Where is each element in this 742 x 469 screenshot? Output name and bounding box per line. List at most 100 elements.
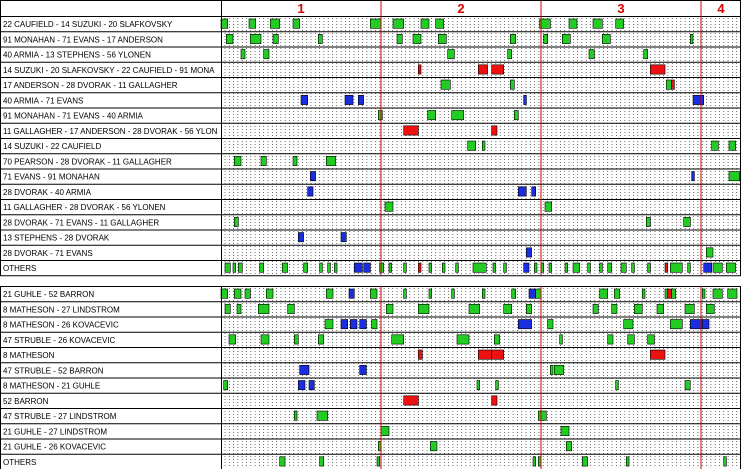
shift-segment-red — [664, 262, 669, 273]
shift-segment-green — [220, 288, 228, 299]
shift-segment-green — [281, 262, 288, 273]
row-label: 21 GUHLE - 26 KOVACEVIC — [3, 443, 106, 452]
shift-segment-red — [491, 395, 498, 406]
shift-segment-green — [476, 380, 481, 391]
shift-segment-green — [333, 262, 338, 273]
period-label-3: 3 — [617, 1, 624, 16]
shift-segment-green — [388, 262, 393, 273]
shift-segment-blue — [357, 95, 364, 105]
shift-segment-green — [560, 425, 570, 436]
shift-segment-green — [669, 262, 683, 273]
shift-segment-green — [224, 303, 231, 314]
shift-segment-green — [568, 18, 578, 29]
period-label-1: 1 — [297, 1, 304, 16]
shift-segment-blue — [703, 262, 713, 273]
shift-segment-blue — [353, 262, 363, 273]
shift-segment-green — [537, 410, 547, 421]
shift-segment-green — [263, 49, 270, 60]
shift-segment-green — [392, 18, 404, 29]
shift-segment-red — [417, 349, 423, 360]
shift-segment-blue — [363, 262, 371, 273]
shift-segment-green — [376, 456, 381, 467]
timeline-row: 47 STRUBLE - 26 KOVACEVIC — [0, 331, 741, 345]
shift-segment-blue — [308, 380, 315, 391]
shift-segment-green — [656, 303, 664, 314]
shift-segment-blue — [344, 95, 354, 105]
timeline-row: 17 ANDERSON - 28 DVORAK - 11 GALLAGHER — [0, 77, 741, 90]
shift-segment-red — [417, 262, 422, 273]
shift-segment-green — [455, 262, 459, 273]
shift-segment-blue — [517, 319, 532, 330]
shift-segment-green — [525, 303, 532, 314]
row-label: 8 MATHESON — [3, 351, 55, 360]
shift-segment-green — [325, 156, 336, 166]
shift-segment-green — [371, 319, 378, 330]
shift-segment-green — [435, 18, 445, 29]
shift-segment-green — [236, 303, 242, 314]
shift-segment-green — [385, 303, 394, 314]
shift-segment-green — [228, 334, 236, 345]
shift-segment-blue — [525, 247, 532, 258]
shift-segment-green — [727, 288, 738, 299]
row-label: 28 DVORAK - 71 EVANS - 11 GALLAGHER — [3, 218, 159, 227]
timeline-row: 22 CAUFIELD - 14 SUZUKI - 20 SLAFKOVSKY — [0, 16, 741, 29]
shift-segment-green — [427, 110, 437, 121]
row-label: OTHERS — [3, 264, 36, 273]
shift-segment-green — [592, 18, 603, 29]
shift-segment-red — [403, 395, 419, 406]
timeline-row: 47 STRUBLE - 27 LINDSTROM — [0, 408, 741, 421]
shift-segment-green — [481, 140, 486, 151]
shift-segment-green — [601, 33, 611, 44]
shift-segment-green — [441, 262, 446, 273]
shift-segment-green — [671, 288, 677, 299]
shift-segment-blue — [349, 319, 358, 330]
shift-segment-green — [437, 33, 447, 44]
shift-segment-green — [689, 33, 694, 44]
row-label: 28 DVORAK - 40 ARMIA — [3, 188, 92, 197]
shift-segment-green — [611, 303, 618, 314]
shift-segment-red — [491, 64, 505, 75]
shift-segment-green — [319, 456, 325, 467]
shift-segment-green — [224, 262, 231, 273]
row-label: 40 ARMIA - 71 EVANS — [3, 96, 83, 105]
shift-segment-green — [244, 288, 251, 299]
timeline-row: 40 ARMIA - 71 EVANS — [0, 92, 741, 105]
shift-segment-green — [317, 33, 323, 44]
shift-segment-blue — [701, 319, 710, 330]
row-label: 70 PEARSON - 28 DVORAK - 11 GALLAGHER — [3, 157, 172, 166]
shift-segment-green — [599, 288, 609, 299]
shift-segment-green — [260, 156, 267, 166]
shift-segment-green — [317, 334, 324, 345]
shift-segment-green — [234, 156, 242, 166]
shift-segment-green — [615, 380, 619, 391]
shift-segment-green — [511, 288, 517, 299]
shift-segment-red — [671, 79, 675, 90]
shift-segment-green — [723, 456, 727, 467]
shift-segment-green — [712, 288, 723, 299]
shift-segment-green — [684, 380, 691, 391]
defense-section: 21 GUHLE - 52 BARRON 8 MATHESON - 27 LIND… — [0, 286, 741, 469]
row-label: 40 ARMIA - 13 STEPHENS - 56 YLONEN — [3, 51, 151, 60]
timeline-row: OTHERS — [0, 453, 741, 467]
shift-segment-green — [625, 456, 630, 467]
shift-segment-red — [667, 288, 673, 299]
row-label: 91 MONAHAN - 71 EVANS - 40 ARMIA — [3, 112, 144, 121]
timeline-row: 71 EVANS - 91 MONAHAN — [0, 168, 741, 182]
shift-segment-green — [226, 33, 234, 44]
row-label: 8 MATHESON - 26 KOVACEVIC — [3, 321, 119, 330]
shift-segment-green — [544, 201, 552, 212]
shift-segment-green — [705, 247, 714, 258]
shift-segment-green — [587, 262, 591, 273]
shift-segment-green — [420, 18, 430, 29]
shift-segment-green — [451, 110, 465, 121]
shift-segment-green — [265, 288, 274, 299]
shift-segment-green — [615, 18, 625, 29]
timeline-row: 8 MATHESON - 27 LINDSTROM — [0, 301, 741, 314]
shift-segment-green — [493, 334, 500, 345]
shift-segment-blue — [297, 380, 306, 391]
shift-segment-blue — [517, 186, 527, 197]
shift-segment-green — [613, 288, 620, 299]
shift-segment-green — [380, 425, 390, 436]
shift-segment-red — [417, 64, 422, 75]
shift-segment-green — [234, 217, 239, 227]
